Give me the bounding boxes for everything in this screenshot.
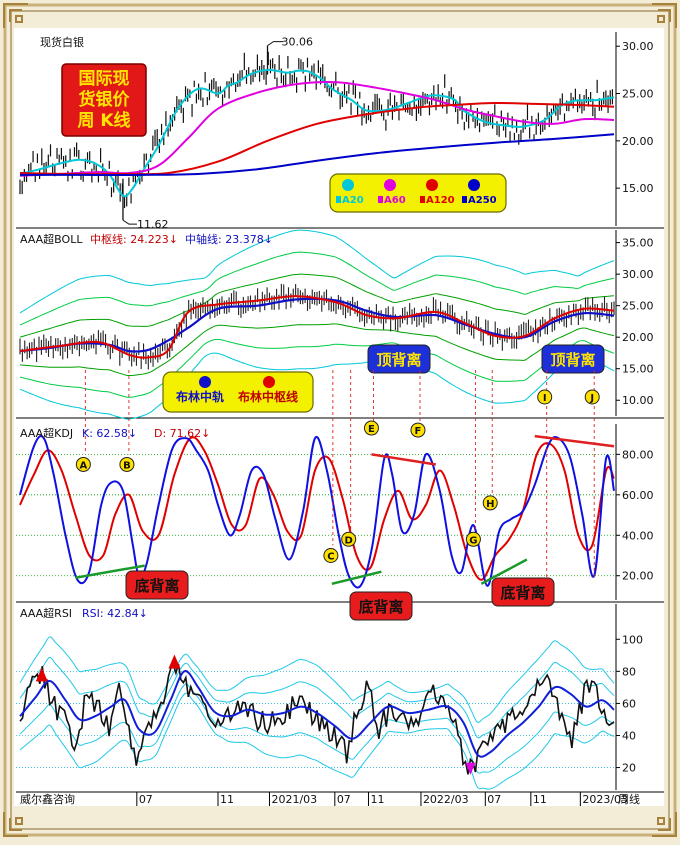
x-tick-label: 07 (337, 793, 351, 806)
kdj-ytick-label: 20.00 (622, 570, 654, 583)
divergence-label: 顶背离 (550, 351, 595, 369)
price-panel-title: 现货白银 (40, 35, 84, 49)
boll-header-value: 中轴线: 23.378↓ (185, 232, 273, 246)
boll-ytick-label: 35.00 (622, 237, 654, 250)
boll-legend-label-mid: 布林中轨 (176, 389, 224, 404)
x-tick-label: 2021/03 (271, 793, 317, 806)
kdj-ytick-label: 60.00 (622, 489, 654, 502)
rsi-ytick-label: 20 (622, 762, 636, 775)
period-label: 周线 (618, 792, 640, 806)
point-label: H (486, 499, 494, 510)
x-tick-label: 07 (139, 793, 153, 806)
boll-ytick-label: 10.00 (622, 394, 654, 407)
legend-label-a20: A20 (342, 195, 364, 206)
boll-legend-dot-mid (199, 376, 211, 388)
legend-label-a120: A120 (426, 195, 455, 206)
divergence-label: 顶背离 (376, 351, 421, 369)
price-badge-line: 货银价 (79, 89, 131, 110)
point-label: B (123, 460, 131, 471)
price-ma-legend (329, 173, 507, 213)
price-ytick-label: 30.00 (622, 40, 654, 53)
rsi-ytick-label: 40 (622, 729, 636, 742)
rsi-header-value: RSI: 42.84↓ (82, 607, 148, 620)
price-high-label: 30.06 (282, 36, 314, 49)
price-low-label: 11.62 (137, 218, 169, 231)
boll-ytick-label: 30.00 (622, 268, 654, 281)
kdj-ytick-label: 40.00 (622, 529, 654, 542)
x-tick-label: 07 (487, 793, 501, 806)
boll-ytick-label: 15.00 (622, 363, 654, 376)
divergence-label: 底背离 (358, 598, 403, 616)
legend-swatch-a60 (378, 196, 383, 203)
legend-swatch-a120 (420, 196, 425, 203)
kdj-header-value: K: 62.58↓ (82, 427, 137, 440)
x-tick-label: 11 (370, 793, 384, 806)
kdj-ytick-label: 80.00 (622, 448, 654, 461)
divergence-label: 底背离 (500, 584, 545, 602)
point-label: F (415, 426, 422, 437)
point-label: C (327, 551, 334, 562)
legend-dot-a250 (468, 179, 480, 191)
legend-dot-a120 (426, 179, 438, 191)
legend-label-a250: A250 (468, 195, 497, 206)
boll-header-value: 中枢线: 24.223↓ (90, 232, 178, 246)
x-tick-label: 11 (533, 793, 547, 806)
legend-swatch-a250 (462, 196, 467, 203)
point-label: G (469, 535, 477, 546)
point-label: J (589, 393, 594, 404)
rsi-ytick-label: 60 (622, 697, 636, 710)
price-badge-line: 周 K线 (77, 110, 130, 131)
divergence-label: 底背离 (134, 577, 179, 595)
price-ytick-label: 15.00 (622, 182, 654, 195)
boll-ytick-label: 20.00 (622, 331, 654, 344)
x-tick-label: 11 (220, 793, 234, 806)
point-label: A (79, 460, 87, 471)
boll-ytick-label: 25.00 (622, 300, 654, 313)
footer-source-label: 威尔鑫咨询 (20, 792, 75, 806)
rsi-ytick-label: 100 (622, 633, 643, 646)
price-ytick-label: 25.00 (622, 88, 654, 101)
kdj-title: AAA超KDJ (20, 426, 73, 440)
rsi-title: AAA超RSI (20, 606, 72, 620)
price-ytick-label: 20.00 (622, 135, 654, 148)
x-tick-label: 2022/03 (423, 793, 469, 806)
boll-legend-dot-center (263, 376, 275, 388)
boll-legend-label-center: 布林中枢线 (238, 389, 298, 404)
point-label: I (543, 393, 547, 404)
point-label: E (368, 424, 375, 435)
legend-dot-a60 (384, 179, 396, 191)
boll-title: AAA超BOLL (20, 232, 83, 246)
legend-label-a60: A60 (384, 195, 406, 206)
legend-swatch-a20 (336, 196, 341, 203)
legend-dot-a20 (342, 179, 354, 191)
kdj-header-value: D: 71.62↓ (154, 427, 210, 440)
rsi-ytick-label: 80 (622, 665, 636, 678)
point-label: D (345, 535, 353, 546)
price-badge-line: 国际现 (79, 69, 130, 89)
